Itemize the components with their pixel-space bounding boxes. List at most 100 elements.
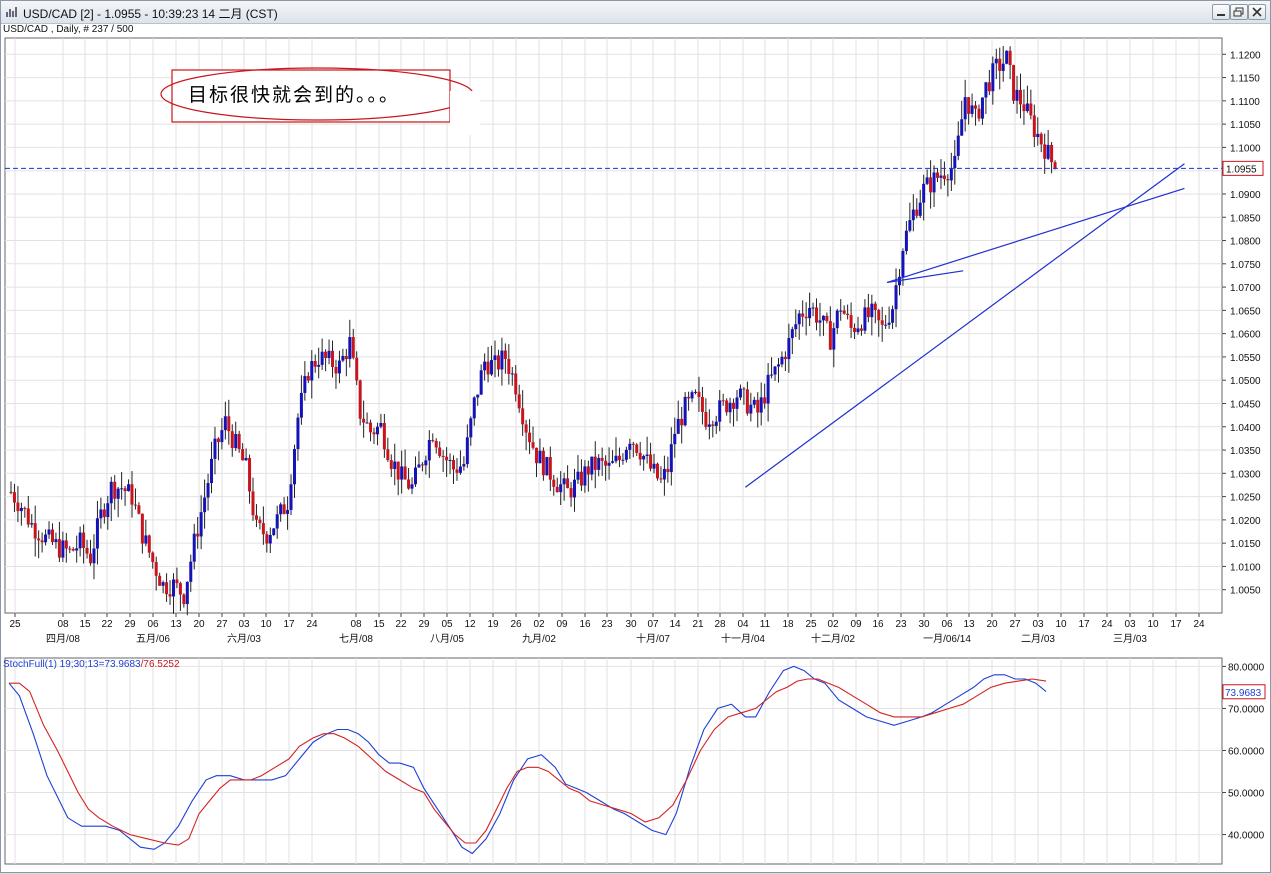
- close-button[interactable]: [1248, 4, 1266, 20]
- candle-body: [178, 583, 182, 595]
- candle-body: [586, 466, 590, 475]
- trendline: [887, 270, 964, 284]
- candle-body: [348, 337, 352, 360]
- candle-body: [1025, 103, 1029, 112]
- candle-body: [732, 402, 736, 409]
- candle-body: [828, 321, 832, 350]
- x-tick-label: 20: [193, 619, 205, 630]
- restore-button[interactable]: [1230, 4, 1248, 20]
- x-tick-label: 17: [283, 619, 295, 630]
- candle-body: [579, 471, 583, 486]
- x-tick-label: 11: [760, 619, 771, 630]
- stoch-line-k: [8, 665, 1047, 855]
- candle-body: [292, 448, 296, 485]
- candle-body: [694, 391, 698, 393]
- candle-body: [465, 437, 469, 465]
- candle-body: [220, 430, 224, 443]
- candle-body: [127, 484, 131, 492]
- candle-body: [659, 478, 663, 480]
- candle-body: [597, 457, 601, 470]
- candle-body: [866, 307, 870, 318]
- stoch-y-tick-label: 70.0000: [1228, 704, 1265, 715]
- minimize-button[interactable]: [1212, 4, 1230, 20]
- x-tick-label: 29: [124, 619, 136, 630]
- y-tick-label: 1.0600: [1230, 330, 1261, 341]
- candle-body: [1015, 89, 1019, 101]
- candle-body: [673, 433, 677, 445]
- candle-body: [534, 447, 538, 464]
- candle-body: [859, 328, 863, 331]
- candlesticks: [9, 46, 1057, 616]
- candle-body: [109, 481, 113, 504]
- candle-body: [662, 468, 666, 480]
- candle-body: [929, 177, 933, 193]
- candle-body: [614, 455, 618, 462]
- candle-body: [949, 168, 953, 181]
- candle-body: [78, 532, 82, 549]
- candle-body: [89, 553, 93, 564]
- candle-body: [994, 58, 998, 64]
- candle-body: [911, 209, 915, 221]
- candle-body: [742, 388, 746, 390]
- title-bar[interactable]: USD/CAD [2] - 1.0955 - 10:39:23 14 二月 (C…: [1, 1, 1270, 24]
- x-tick-label: 14: [669, 619, 681, 630]
- candle-body: [510, 373, 514, 375]
- candle-body: [548, 457, 552, 480]
- candle-body: [286, 509, 290, 514]
- candle-body: [375, 426, 379, 435]
- candle-body: [206, 483, 210, 498]
- x-tick-label: 12: [464, 619, 476, 630]
- trendlines[interactable]: [5, 163, 1222, 488]
- candle-body: [884, 324, 888, 326]
- candle-body: [1046, 144, 1050, 159]
- candle-body: [26, 508, 30, 525]
- stoch-line-d: [9, 678, 1047, 846]
- candle-body: [1008, 50, 1012, 66]
- candle-body: [182, 594, 186, 605]
- candle-body: [645, 454, 649, 457]
- candle-body: [158, 575, 162, 586]
- candle-body: [666, 468, 670, 473]
- candle-body: [417, 464, 421, 468]
- candle-body: [704, 411, 708, 427]
- candle-body: [815, 307, 819, 323]
- candle-body: [590, 456, 594, 475]
- candle-body: [545, 457, 549, 476]
- candle-body: [1029, 103, 1033, 116]
- candle-body: [669, 444, 673, 473]
- candle-body: [351, 337, 355, 358]
- candle-body: [434, 440, 438, 448]
- restore-icon: [1233, 7, 1244, 17]
- annotation-box[interactable]: 目标很快就会到的。。。: [160, 67, 480, 135]
- candle-body: [908, 220, 912, 231]
- candle-body: [185, 581, 189, 605]
- candle-body: [75, 548, 79, 551]
- candle-body: [953, 155, 957, 169]
- window-title: USD/CAD [2] - 1.0955 - 10:39:23 14 二月 (C…: [23, 7, 278, 21]
- x-tick-label: 16: [872, 619, 884, 630]
- candle-body: [939, 175, 943, 178]
- candle-body: [324, 351, 328, 359]
- current-price-box: [1222, 160, 1264, 176]
- candle-body: [1053, 162, 1057, 169]
- candle-body: [801, 313, 805, 317]
- candle-body: [438, 447, 442, 456]
- candle-body: [327, 350, 331, 359]
- candle-body: [251, 491, 255, 516]
- candle-body: [980, 97, 984, 119]
- candle-body: [687, 396, 691, 399]
- candle-body: [970, 105, 974, 114]
- candle-body: [279, 504, 283, 515]
- candle-body: [600, 457, 604, 461]
- candle-body: [244, 457, 248, 461]
- candle-body: [483, 361, 487, 371]
- candle-body: [137, 505, 141, 514]
- candle-body: [130, 484, 134, 505]
- candle-body: [680, 418, 684, 426]
- stochastic-lines: [8, 665, 1047, 855]
- price-plot-area: [4, 37, 1223, 614]
- y-tick-label: 1.0450: [1230, 399, 1261, 410]
- candle-body: [82, 532, 86, 548]
- y-tick-label: 1.1050: [1230, 120, 1261, 131]
